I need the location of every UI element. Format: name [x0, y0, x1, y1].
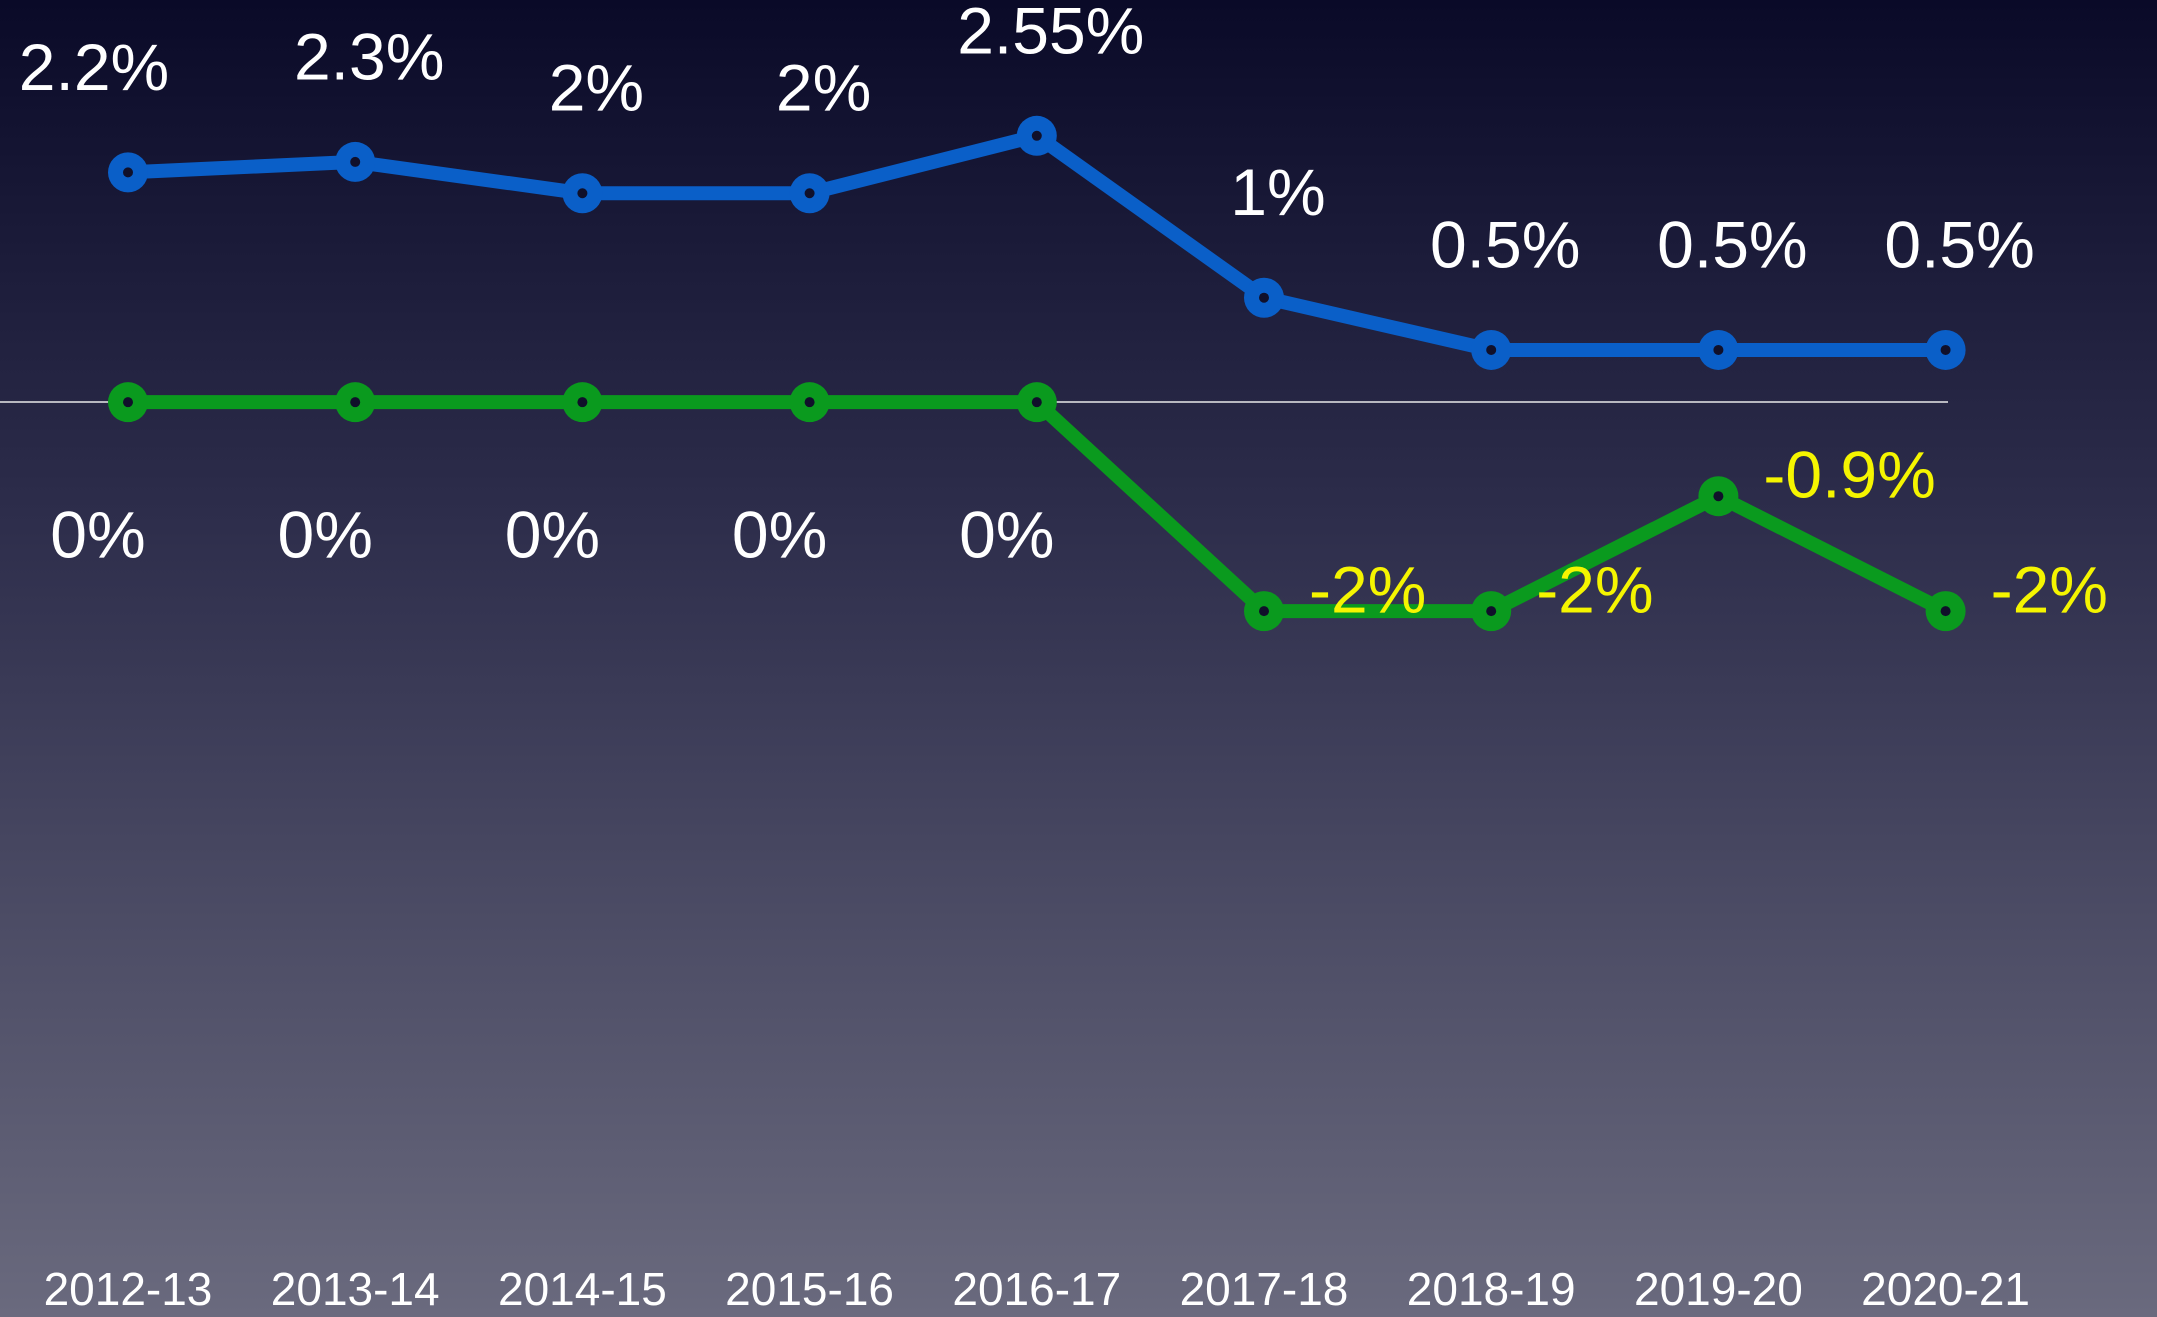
point-center: [123, 167, 133, 178]
data-label: 2.3%: [294, 19, 444, 93]
point-center: [577, 188, 588, 199]
point-center: [1486, 344, 1497, 355]
data-label: 0%: [505, 498, 600, 572]
data-label: -2%: [1309, 553, 1426, 627]
data-label: -2%: [1536, 553, 1653, 627]
data-label: 0%: [732, 498, 827, 572]
data-label: 0.5%: [1884, 207, 2034, 281]
data-label: 0%: [959, 498, 1054, 572]
x-tick-label: 2013-14: [271, 1263, 440, 1315]
point-center: [1713, 344, 1724, 355]
point-center: [1259, 292, 1269, 303]
x-tick-label: 2017-18: [1180, 1263, 1349, 1315]
x-tick-label: 2020-21: [1861, 1263, 2030, 1315]
point-center: [1486, 606, 1497, 617]
point-center: [350, 156, 361, 167]
data-label: 0%: [50, 498, 145, 572]
point-center: [1031, 130, 1042, 141]
x-tick-label: 2016-17: [952, 1263, 1121, 1315]
point-center: [1713, 491, 1724, 502]
x-tick-label: 2014-15: [498, 1263, 667, 1315]
data-label: 0.5%: [1430, 207, 1580, 281]
x-tick-label: 2018-19: [1407, 1263, 1576, 1315]
data-label: 2.2%: [19, 30, 169, 104]
data-label: 0%: [278, 498, 373, 572]
point-center: [1940, 606, 1951, 617]
data-label: -2%: [1991, 553, 2108, 627]
data-label: 0.5%: [1657, 207, 1807, 281]
point-center: [350, 397, 361, 408]
x-tick-label: 2019-20: [1634, 1263, 1803, 1315]
point-center: [123, 397, 133, 408]
x-tick-label: 2015-16: [725, 1263, 894, 1315]
point-center: [1031, 397, 1042, 408]
point-center: [804, 397, 815, 408]
point-center: [1259, 606, 1269, 617]
point-center: [804, 188, 815, 199]
data-label: -0.9%: [1763, 438, 1935, 512]
data-label: 2%: [549, 51, 644, 125]
x-tick-label: 2012-13: [44, 1263, 213, 1315]
point-center: [1940, 344, 1951, 355]
data-label: 1%: [1230, 155, 1325, 229]
data-label: 2%: [776, 51, 871, 125]
data-label: 2.55%: [957, 0, 1144, 67]
point-center: [577, 397, 588, 408]
